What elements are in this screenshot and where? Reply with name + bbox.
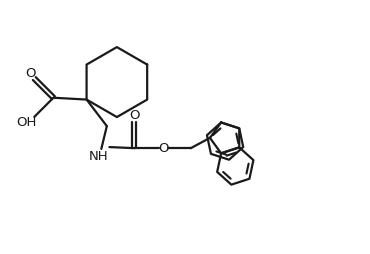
Text: O: O bbox=[158, 142, 168, 155]
Text: O: O bbox=[26, 67, 36, 80]
Text: NH: NH bbox=[88, 150, 108, 163]
Text: OH: OH bbox=[16, 116, 36, 129]
Text: O: O bbox=[129, 109, 140, 122]
